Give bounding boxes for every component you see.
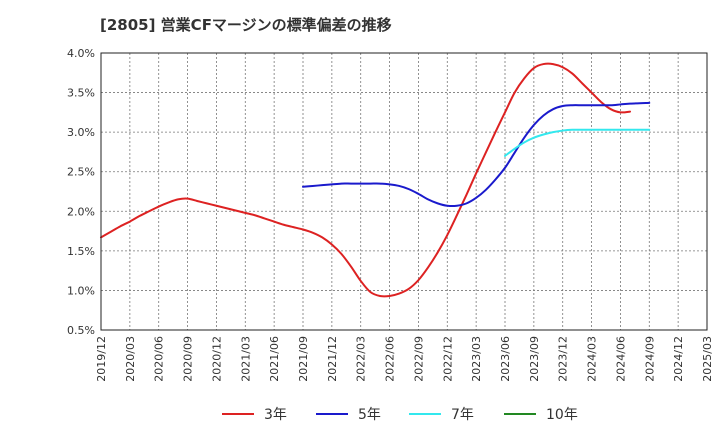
x-tick-label: 2023/03 bbox=[470, 336, 483, 382]
x-tick-label: 2022/09 bbox=[412, 336, 425, 382]
series-lines bbox=[100, 62, 651, 298]
y-tick-label: 1.5% bbox=[67, 245, 95, 258]
y-tick-label: 0.5% bbox=[67, 324, 95, 337]
x-tick-label: 2022/12 bbox=[441, 336, 454, 382]
x-tick-label: 2020/12 bbox=[210, 336, 223, 382]
y-tick-label: 4.0% bbox=[67, 47, 95, 60]
y-tick-label: 1.0% bbox=[67, 284, 95, 297]
x-tick-label: 2020/03 bbox=[124, 336, 137, 382]
legend-label-4: 10年 bbox=[546, 407, 578, 423]
x-tick-label: 2024/03 bbox=[586, 336, 599, 382]
x-tick-label: 2022/03 bbox=[355, 336, 368, 382]
y-tick-label: 2.5% bbox=[67, 166, 95, 179]
x-tick-label: 2021/03 bbox=[239, 336, 252, 382]
x-tick-label: 2024/12 bbox=[672, 336, 685, 382]
x-tick-label: 2022/06 bbox=[384, 336, 397, 382]
x-tick-label: 2025/03 bbox=[701, 336, 714, 382]
y-tick-label: 3.5% bbox=[67, 87, 95, 100]
y-tick-labels: 0.5% 1.0% 1.5% 2.0% 2.5% 3.0% 3.5% 4.0% bbox=[67, 47, 95, 337]
chart-title: [2805] 営業CFマージンの標準偏差の推移 bbox=[100, 16, 392, 34]
x-tick-label: 2021/09 bbox=[297, 336, 310, 382]
x-tick-label: 2023/06 bbox=[499, 336, 512, 382]
series-line-3 bbox=[504, 128, 651, 157]
legend: 3年 5年 7年 10年 bbox=[222, 407, 578, 423]
plot-frame bbox=[100, 52, 708, 331]
x-tick-label: 2020/06 bbox=[153, 336, 166, 382]
x-tick-label: 2023/12 bbox=[557, 336, 570, 382]
plot-area bbox=[101, 53, 707, 330]
x-tick-label: 2021/12 bbox=[326, 336, 339, 382]
x-tick-label: 2024/06 bbox=[614, 336, 627, 382]
legend-label-2: 5年 bbox=[358, 407, 381, 423]
series-line-1 bbox=[100, 62, 632, 298]
x-tick-label: 2024/09 bbox=[643, 336, 656, 382]
legend-label-3: 7年 bbox=[451, 407, 474, 423]
legend-label-1: 3年 bbox=[264, 407, 287, 423]
x-tick-label: 2023/09 bbox=[528, 336, 541, 382]
x-tick-labels: 2019/12 2020/03 2020/06 2020/09 2020/12 2021/… bbox=[95, 336, 714, 382]
y-tick-label: 3.0% bbox=[67, 126, 95, 139]
x-tick-label: 2019/12 bbox=[95, 336, 108, 382]
x-tick-label: 2020/09 bbox=[182, 336, 195, 382]
series-line-2 bbox=[302, 101, 651, 208]
y-tick-label: 2.0% bbox=[67, 205, 95, 218]
x-tick-label: 2021/06 bbox=[268, 336, 281, 382]
